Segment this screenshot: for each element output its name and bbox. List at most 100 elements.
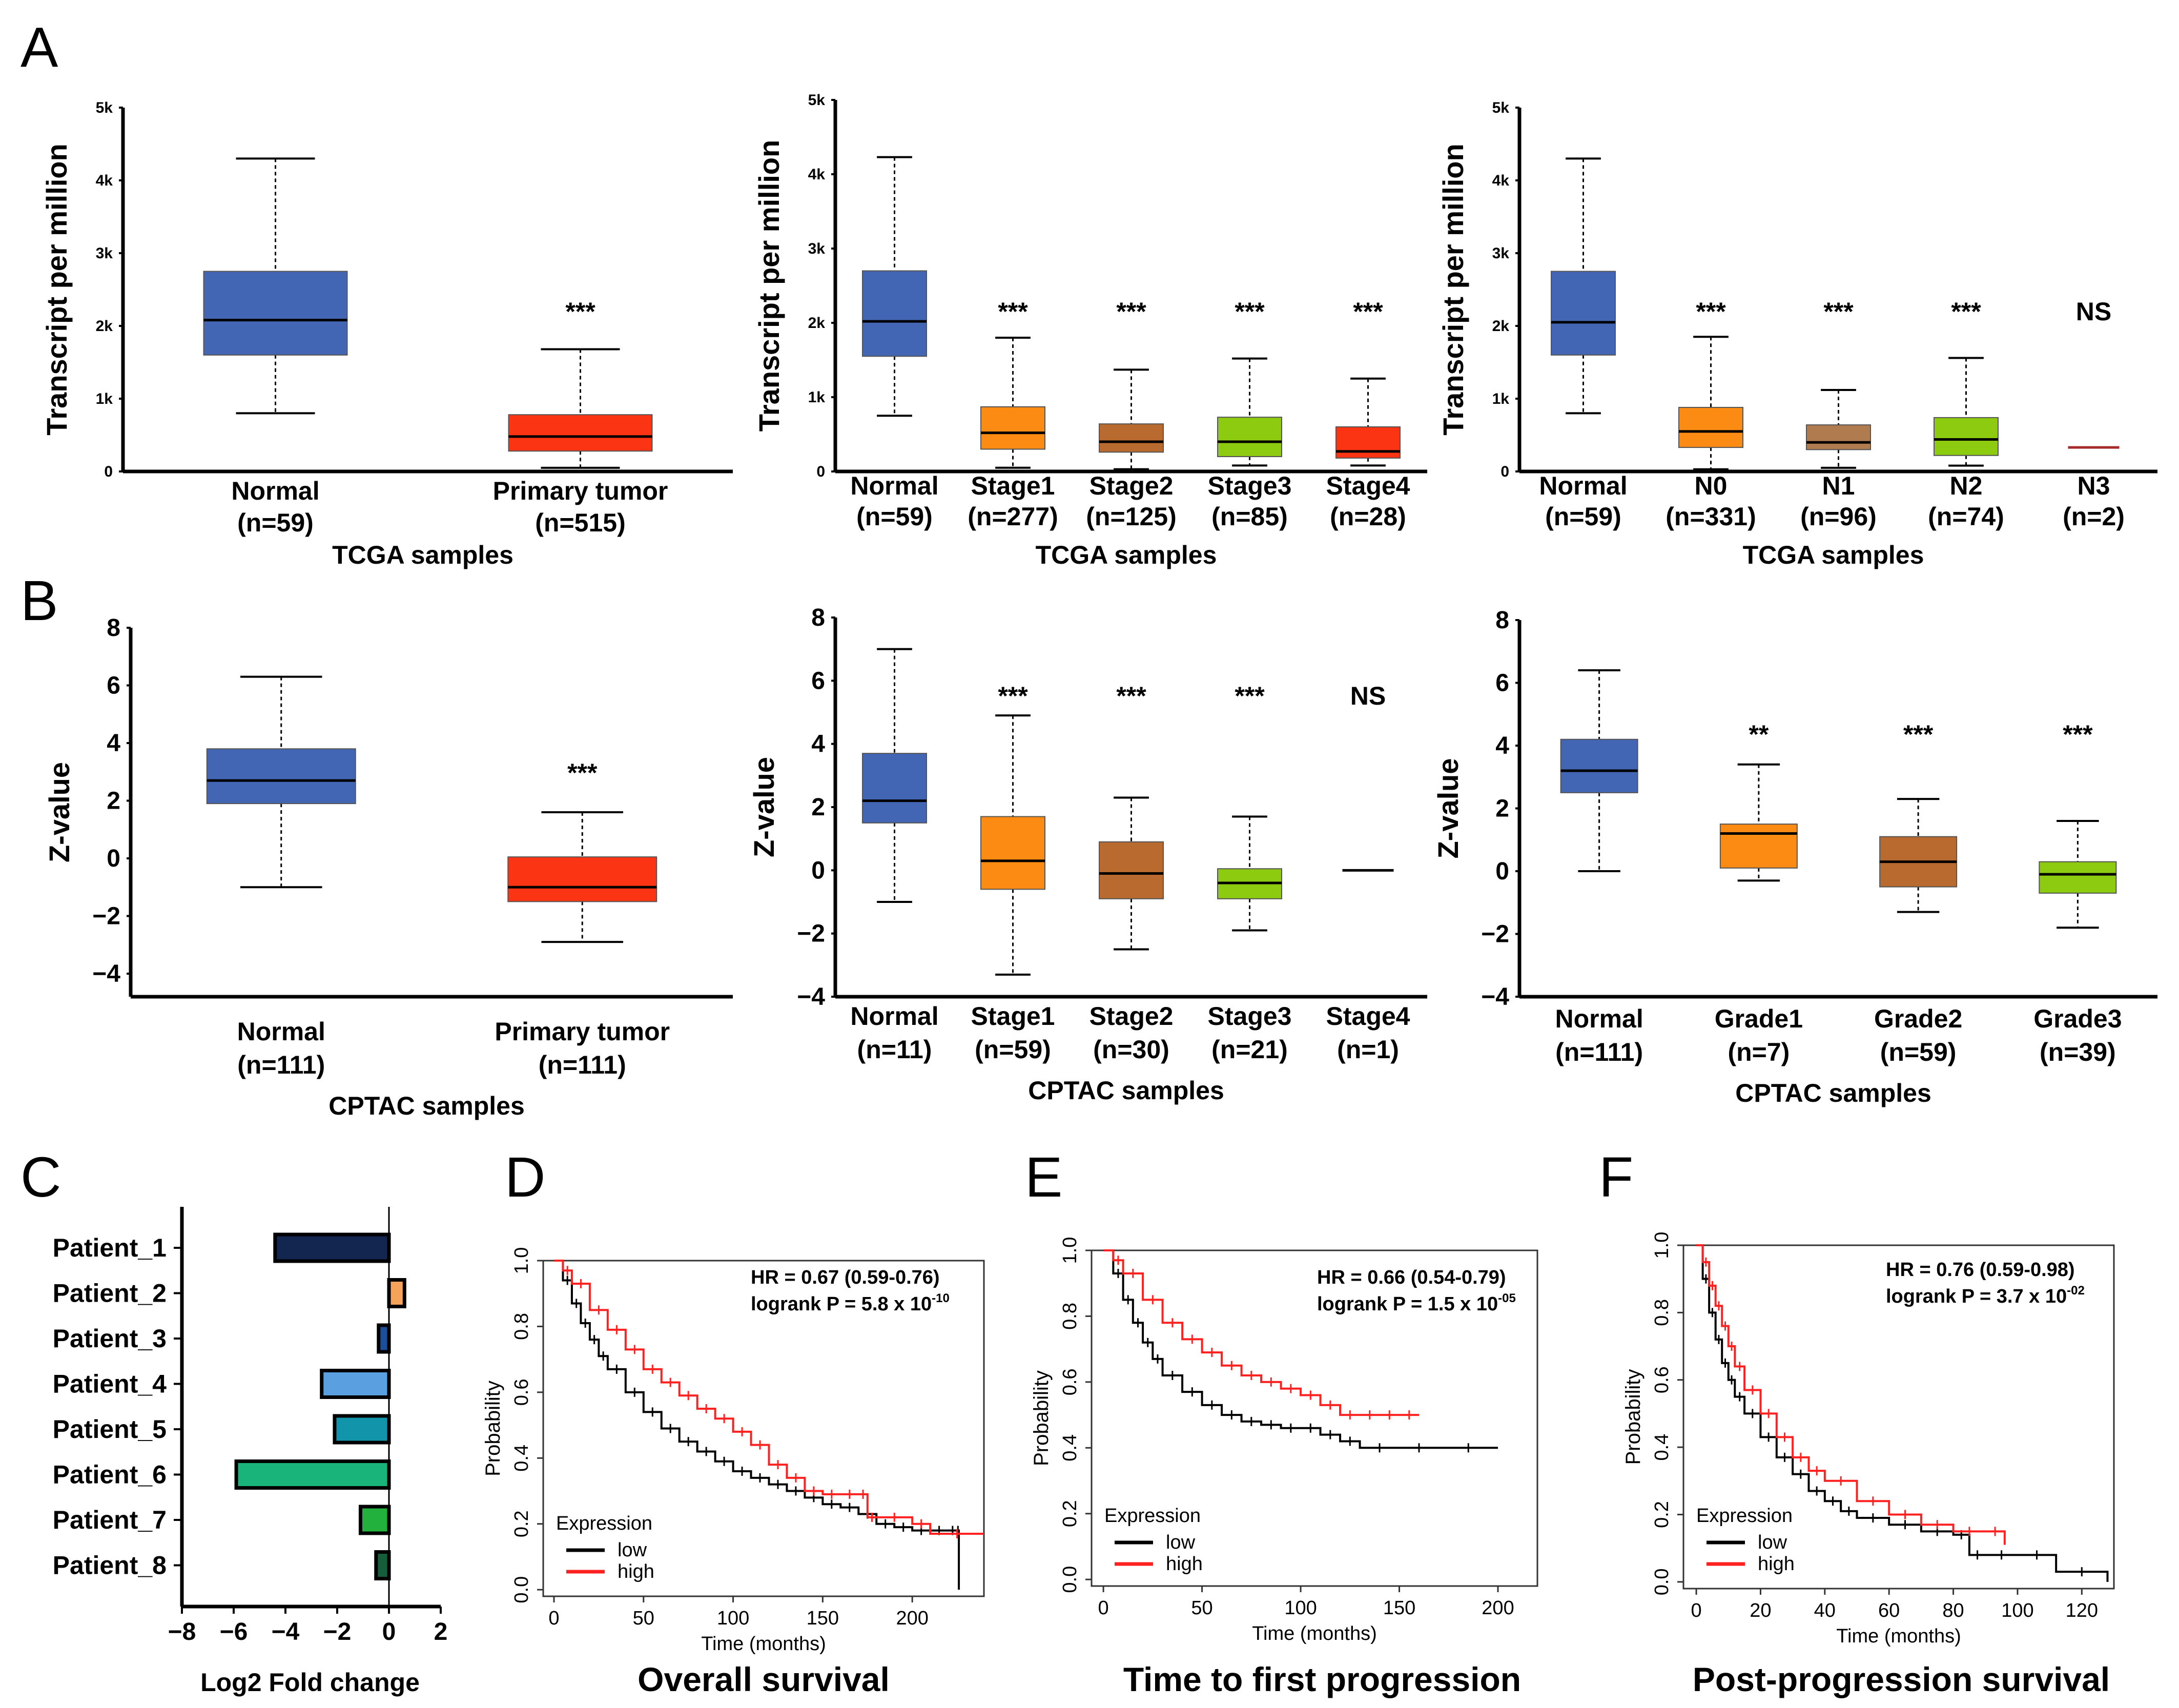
box-iqr: [2039, 861, 2117, 894]
x-axis-label: CPTAC samples: [1028, 1076, 1224, 1105]
category-count: (n=2): [2063, 502, 2125, 531]
category-count: (n=85): [1211, 502, 1288, 531]
y-tick-label: 0.8: [1651, 1299, 1673, 1326]
panel-label-b: B: [20, 569, 58, 632]
y-tick-label: 0: [1500, 463, 1509, 480]
box-stage4: [1335, 377, 1401, 467]
panel-label-d: D: [505, 1146, 545, 1209]
category-label: N2: [1950, 471, 1983, 500]
y-axis-label: Probability: [482, 1381, 504, 1476]
legend-label-low: low: [1166, 1532, 1196, 1553]
y-tick-label: 0.4: [1651, 1434, 1673, 1461]
y-tick-label: 2k: [808, 315, 826, 332]
y-tick-label: 4: [107, 730, 120, 757]
category-label: Grade2: [1874, 1004, 1962, 1033]
category-label: N1: [1822, 471, 1855, 500]
logrank-label: logrank P = 5.8 x 10-10: [751, 1291, 950, 1315]
x-tick-label: 80: [1942, 1600, 1964, 1621]
y-tick-label: 8: [107, 614, 120, 642]
y-tick-label: 0.8: [1059, 1303, 1081, 1330]
category-label: N3: [2078, 471, 2110, 500]
logrank-text: logrank P = 5.8 x 10: [751, 1293, 932, 1315]
y-tick-label: 0: [811, 857, 825, 884]
panel-label-e: E: [1025, 1146, 1062, 1209]
y-tick-label: −2: [797, 920, 825, 948]
legend-title: Expression: [556, 1513, 652, 1534]
hazard-ratio-label: HR = 0.76 (0.59-0.98): [1886, 1259, 2075, 1281]
y-tick-label: 0.6: [1059, 1368, 1081, 1395]
x-axis-label: Time (months): [1836, 1625, 1961, 1647]
y-tick-label: 1.0: [1059, 1237, 1081, 1264]
category-label: Normal: [850, 471, 938, 500]
category-count: (n=1): [1337, 1035, 1399, 1064]
y-tick-label: −2: [92, 903, 120, 930]
plot-frame: [1091, 1249, 1538, 1587]
box-normal: [862, 156, 927, 417]
y-axis-label: Z-value: [748, 757, 780, 857]
y-tick-label: 6: [107, 672, 120, 699]
category-label: Stage2: [1090, 471, 1174, 500]
panel-c-bar-chart: −8 −6 −4 −2 0 2 Patient_1 Patient_2 Patient_3 Pat…: [53, 1207, 447, 1697]
x-tick-label: 100: [2001, 1600, 2033, 1621]
significance-label: ***: [567, 758, 598, 787]
box-normal: [1560, 669, 1638, 872]
x-tick-label: −6: [220, 1618, 248, 1645]
category-count: (n=11): [857, 1035, 932, 1064]
bar-patient_4: [320, 1369, 391, 1399]
x-tick-label: 0: [1098, 1597, 1109, 1619]
category-count: (n=7): [1728, 1038, 1790, 1066]
km-step-line: [1103, 1249, 1498, 1449]
category-label: N0: [1695, 471, 1728, 500]
y-axis-label: Z-value: [43, 762, 75, 862]
bar-patient_2: [387, 1278, 406, 1308]
y-axis-label: Probability: [1622, 1369, 1644, 1465]
box-iqr: [507, 856, 657, 902]
box-iqr: [206, 748, 356, 805]
y-axis-label: Z-value: [1432, 758, 1464, 858]
box-stage1: [980, 337, 1045, 469]
category-count: (n=111): [1555, 1038, 1643, 1066]
category-count: (n=39): [2040, 1038, 2116, 1066]
x-tick-label: 50: [633, 1608, 654, 1629]
y-tick-label: 4: [1495, 732, 1509, 759]
bar-patient_3: [377, 1323, 391, 1354]
x-tick-label: 200: [1482, 1597, 1514, 1619]
patient-label: Patient_4: [53, 1370, 167, 1398]
box-n2: [1934, 357, 1999, 467]
y-tick-label: 0.2: [1059, 1500, 1081, 1527]
category-count: (n=277): [968, 502, 1058, 531]
x-tick-label: 50: [1191, 1597, 1212, 1619]
bar-patient_6: [234, 1459, 391, 1490]
panel-b3-box-plot: −4 −2 0 2 4 6 8 Z-value Normal (n=111) ** Grade1 (n=…: [1432, 607, 2157, 1107]
box-stage1: [980, 714, 1045, 976]
logrank-text: logrank P = 3.7 x 10: [1886, 1286, 2067, 1307]
y-tick-label: −2: [1481, 921, 1509, 948]
plot-frame: [542, 1260, 985, 1597]
y-tick-label: 1.0: [511, 1247, 532, 1274]
y-tick-label: 5k: [1492, 99, 1510, 116]
box-iqr: [862, 753, 927, 824]
y-tick-label: 4k: [96, 172, 113, 189]
significance-label: ***: [565, 297, 595, 326]
y-tick-label: 3k: [96, 245, 113, 262]
y-tick-label: 0.4: [1059, 1434, 1081, 1462]
y-tick-label: 2k: [1492, 318, 1510, 335]
significance-label: ***: [998, 297, 1028, 326]
category-label: Stage2: [1090, 1002, 1174, 1031]
logrank-label: logrank P = 1.5 x 10-05: [1317, 1291, 1516, 1315]
category-label: Grade1: [1715, 1004, 1803, 1033]
logrank-label: logrank P = 3.7 x 10-02: [1886, 1284, 2085, 1307]
significance-label: **: [1749, 720, 1769, 749]
legend-label-high: high: [1166, 1553, 1203, 1575]
x-tick-label: −2: [323, 1618, 352, 1645]
km-curve-high: [1103, 1249, 1420, 1420]
patient-label: Patient_5: [53, 1415, 167, 1444]
bar-patient_5: [333, 1414, 391, 1445]
box-iqr: [980, 816, 1045, 890]
category-label: Normal: [1539, 471, 1627, 500]
panel-title: Time to first progression: [1123, 1660, 1521, 1698]
box-iqr: [862, 270, 927, 357]
x-axis-label: TCGA samples: [332, 541, 513, 569]
y-tick-label: 8: [811, 604, 825, 631]
